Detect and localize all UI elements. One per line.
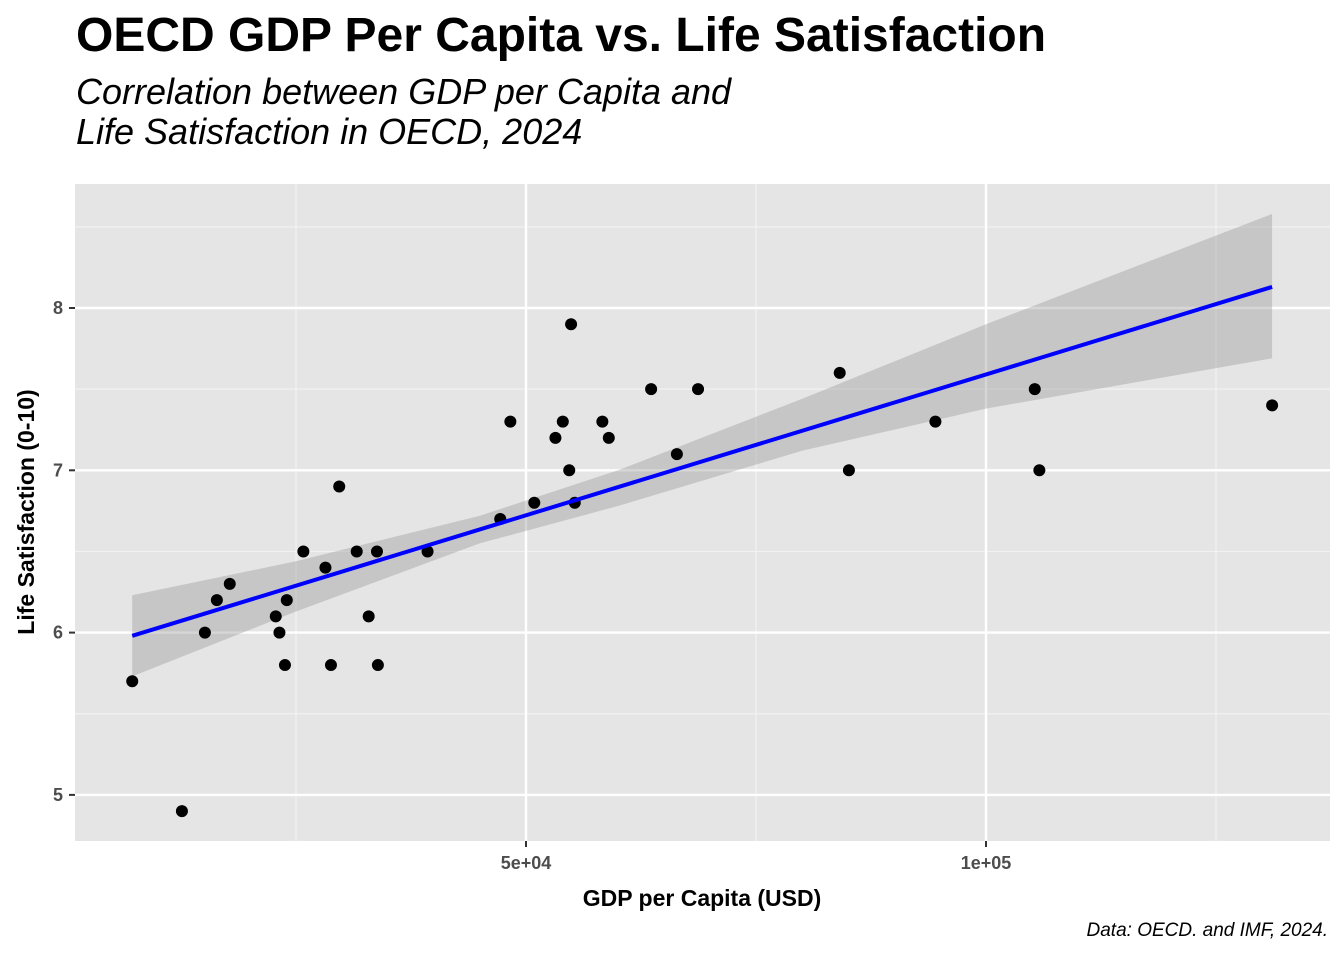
data-point — [929, 415, 942, 428]
data-point — [297, 545, 310, 558]
x-axis-title: GDP per Capita (USD) — [583, 885, 822, 911]
data-point — [1266, 399, 1279, 412]
data-point — [269, 610, 282, 623]
data-point — [319, 561, 332, 574]
data-point — [528, 496, 541, 509]
data-point — [549, 431, 562, 444]
trend-line-group — [131, 284, 1273, 638]
data-point — [602, 431, 615, 444]
data-point — [556, 415, 569, 428]
x-tick-label: 5e+04 — [501, 853, 552, 873]
x-tick-label: 1e+05 — [961, 853, 1012, 873]
data-point — [324, 659, 337, 672]
data-point — [280, 594, 293, 607]
chart-caption: Data: OECD. and IMF, 2024. — [1086, 920, 1329, 941]
y-tick-label: 8 — [53, 298, 63, 318]
data-point — [350, 545, 363, 558]
data-point — [362, 610, 375, 623]
chart-subtitle: Correlation between GDP per Capita and L… — [76, 71, 732, 152]
trend-line — [131, 284, 1273, 638]
data-point — [1028, 383, 1041, 396]
y-axis-title: Life Satisfaction (0-10) — [13, 389, 39, 634]
data-point — [596, 415, 609, 428]
data-point — [223, 577, 236, 590]
data-point — [370, 545, 383, 558]
y-tick-label: 6 — [53, 623, 63, 643]
data-point — [126, 675, 139, 688]
data-point — [210, 594, 223, 607]
confidence-band-group — [132, 213, 1273, 677]
plot-panel — [75, 184, 1330, 841]
data-point — [565, 318, 578, 331]
points-group — [126, 318, 1279, 818]
data-point — [1033, 464, 1046, 477]
y-tick-label: 5 — [53, 785, 63, 805]
data-point — [833, 366, 846, 379]
chart-title: OECD GDP Per Capita vs. Life Satisfactio… — [76, 9, 1047, 62]
data-point — [645, 383, 658, 396]
data-point — [842, 464, 855, 477]
y-tick-label: 7 — [53, 460, 63, 480]
data-point — [278, 659, 291, 672]
data-point — [692, 383, 705, 396]
confidence-band — [132, 213, 1273, 677]
data-point — [563, 464, 576, 477]
data-point — [175, 805, 188, 818]
data-point — [371, 659, 384, 672]
data-point — [670, 448, 683, 461]
data-point — [273, 626, 286, 639]
data-point — [333, 480, 346, 493]
data-point — [198, 626, 211, 639]
data-point — [504, 415, 517, 428]
axes-group: 5e+04 1e+05 5 6 7 8 — [53, 298, 1011, 873]
